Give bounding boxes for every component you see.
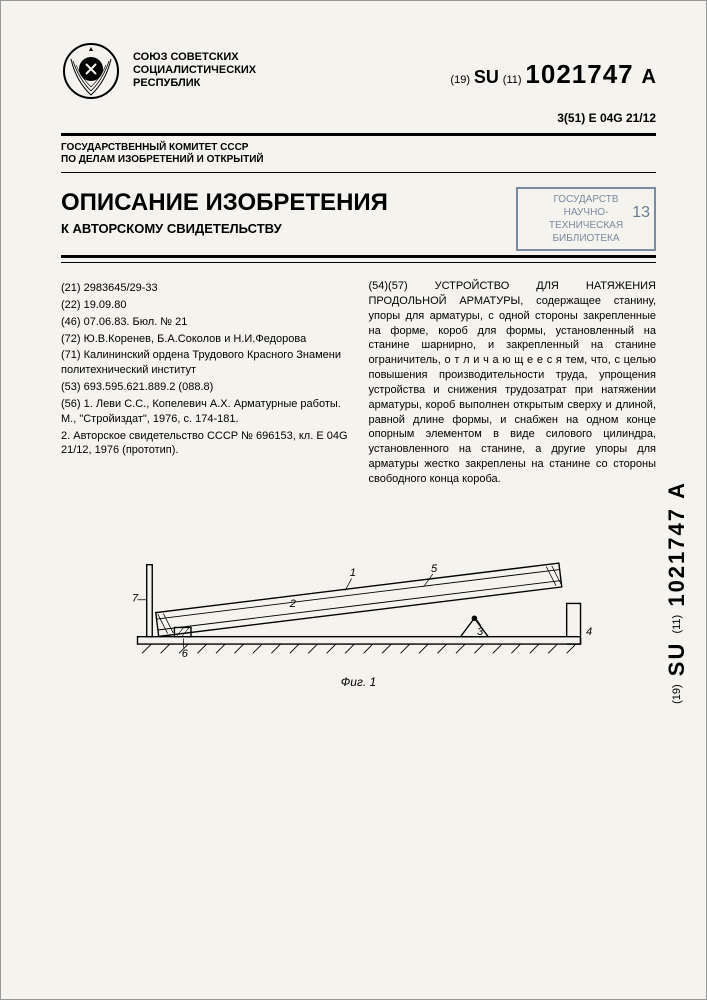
field-56: (56) 1. Леви С.С., Копелевич А.Х. Армату…: [61, 397, 349, 427]
title-block: ОПИСАНИЕ ИЗОБРЕТЕНИЯ К АВТОРСКОМУ СВИДЕТ…: [61, 177, 388, 244]
svg-text:7: 7: [131, 592, 138, 604]
svg-text:2: 2: [288, 598, 295, 610]
prefix-19: (19): [450, 74, 470, 86]
figure-caption: Фиг. 1: [61, 675, 656, 689]
patent-page: СОЮЗ СОВЕТСКИХ СОЦИАЛИСТИЧЕСКИХ РЕСПУБЛИ…: [0, 0, 707, 1000]
country-code: SU: [474, 67, 499, 87]
field-71: (71) Калининский ордена Трудового Красно…: [61, 348, 349, 378]
stamp-number: 13: [632, 203, 650, 224]
side-country: SU: [664, 642, 689, 677]
field-56b: 2. Авторское свидетельство СССР № 696153…: [61, 429, 349, 459]
stamp-line: ТЕХНИЧЕСКАЯ: [526, 219, 646, 232]
stamp-line: НАУЧНО-: [526, 206, 646, 219]
stamp-line: ГОСУДАРСТВ: [526, 193, 646, 206]
svg-text:4: 4: [586, 626, 592, 638]
class-prefix: 3(51): [557, 111, 585, 125]
svg-text:3: 3: [477, 626, 484, 638]
field-46: (46) 07.06.83. Бюл. № 21: [61, 315, 349, 330]
divider: [61, 172, 656, 173]
prefix-11: (11): [503, 74, 522, 86]
kind-code: А: [642, 66, 656, 88]
field-72: (72) Ю.В.Коренев, Б.А.Соколов и Н.И.Федо…: [61, 332, 349, 347]
side-number: 1021747: [664, 507, 689, 607]
patent-num: 1021747: [525, 59, 633, 89]
title-row: ОПИСАНИЕ ИЗОБРЕТЕНИЯ К АВТОРСКОМУ СВИДЕТ…: [61, 177, 656, 251]
library-stamp: ГОСУДАРСТВ НАУЧНО- ТЕХНИЧЕСКАЯ БИБЛИОТЕК…: [516, 187, 656, 251]
stamp-line: БИБЛИОТЕКА: [526, 232, 646, 245]
side-prefix-11: (11): [671, 615, 683, 634]
patent-number: (19) SU (11) 1021747 А: [450, 41, 656, 90]
class-value: Е 04G 21/12: [589, 111, 656, 125]
union-text: СОЮЗ СОВЕТСКИХ СОЦИАЛИСТИЧЕСКИХ РЕСПУБЛИ…: [133, 41, 438, 91]
header: СОЮЗ СОВЕТСКИХ СОЦИАЛИСТИЧЕСКИХ РЕСПУБЛИ…: [61, 41, 656, 101]
side-prefix-19: (19): [671, 684, 683, 704]
divider: [61, 262, 656, 263]
left-column: (21) 2983645/29-33 (22) 19.09.80 (46) 07…: [61, 279, 349, 487]
ussr-emblem-icon: [61, 41, 121, 101]
svg-text:6: 6: [181, 648, 188, 660]
svg-text:1: 1: [349, 567, 355, 579]
abstract-column: (54)(57) УСТРОЙСТВО ДЛЯ НАТЯЖЕНИЯ ПРОДОЛ…: [369, 279, 657, 487]
field-53: (53) 693.595.621.889.2 (088.8): [61, 380, 349, 395]
field-22: (22) 19.09.80: [61, 298, 349, 313]
field-21: (21) 2983645/29-33: [61, 281, 349, 296]
svg-text:5: 5: [430, 563, 437, 575]
side-kind: А: [664, 481, 689, 499]
content-columns: (21) 2983645/29-33 (22) 19.09.80 (46) 07…: [61, 279, 656, 487]
figure: 1 2 3 4 5 6 7 Фиг. 1: [61, 537, 656, 689]
divider: [61, 133, 656, 136]
divider: [61, 255, 656, 258]
subtitle: К АВТОРСКОМУ СВИДЕТЕЛЬСТВУ: [61, 221, 388, 236]
classification: 3(51) Е 04G 21/12: [61, 111, 656, 125]
figure-svg: 1 2 3 4 5 6 7: [119, 537, 599, 666]
side-label: (19) SU (11) 1021747 А: [664, 481, 690, 704]
main-title: ОПИСАНИЕ ИЗОБРЕТЕНИЯ: [61, 189, 388, 217]
committee-text: ГОСУДАРСТВЕННЫЙ КОМИТЕТ СССР ПО ДЕЛАМ ИЗ…: [61, 142, 656, 166]
